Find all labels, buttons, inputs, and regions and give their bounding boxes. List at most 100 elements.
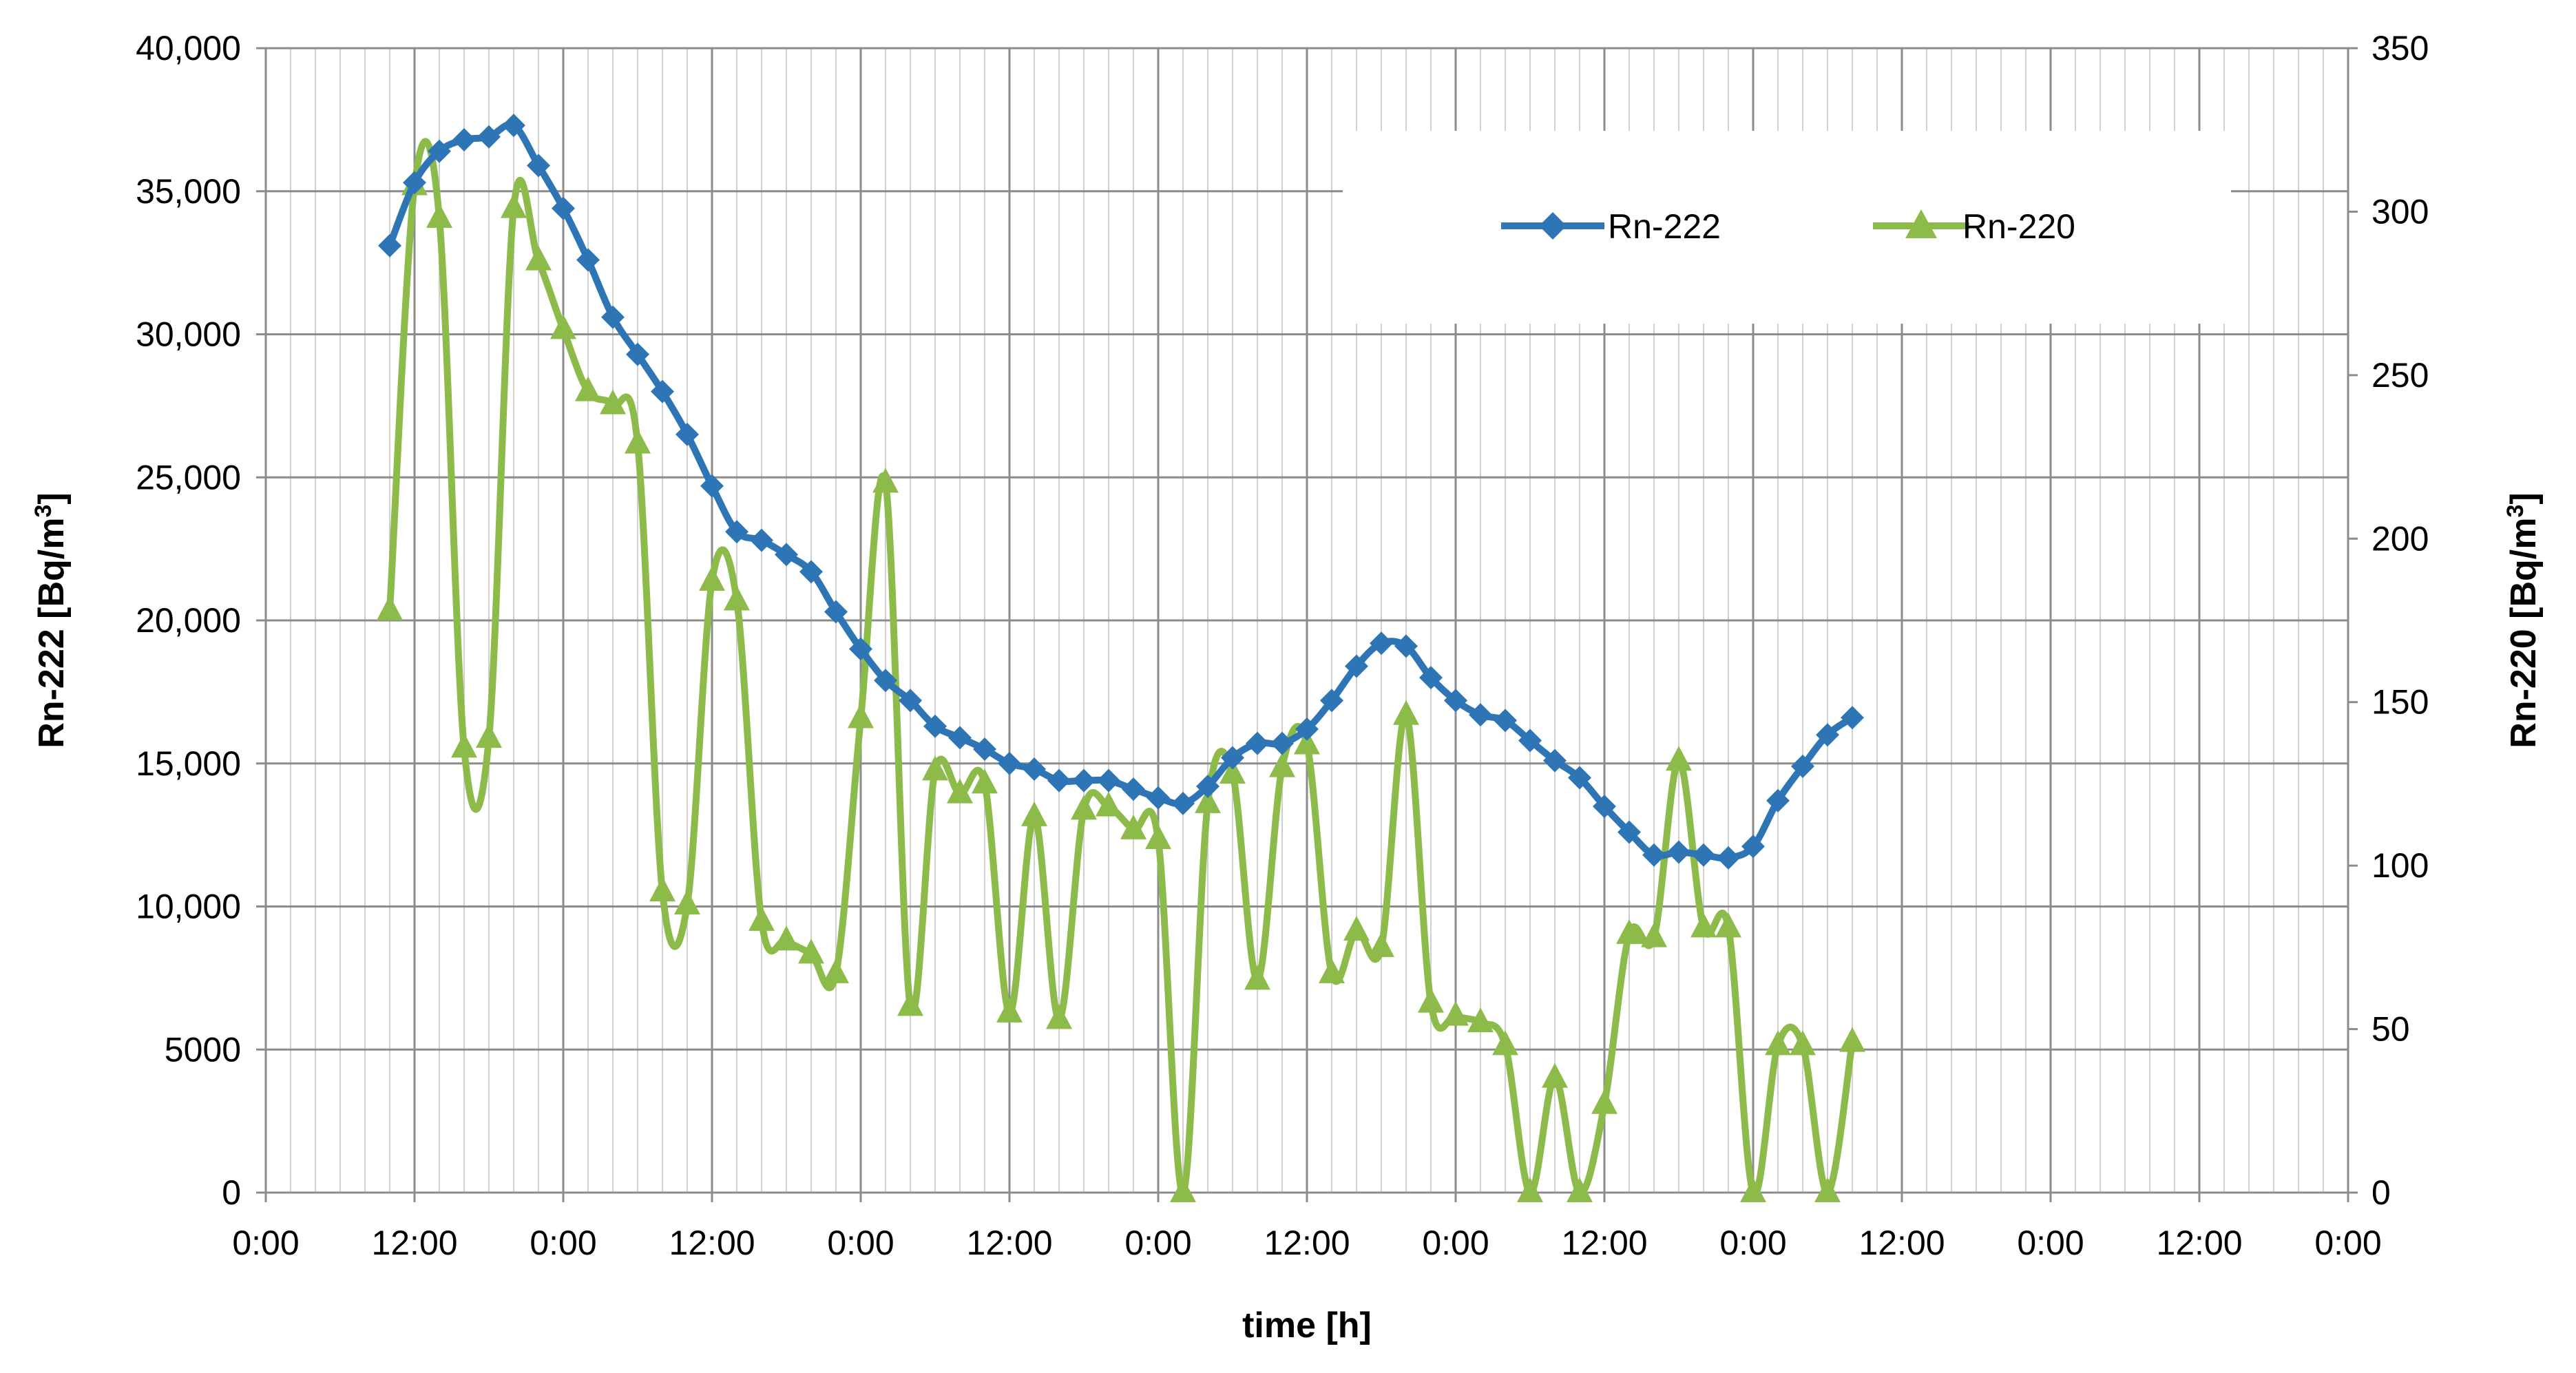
data-point-rn-220 <box>625 428 651 454</box>
data-point-rn-222 <box>1791 754 1814 778</box>
data-point-rn-222 <box>899 689 922 713</box>
data-point-rn-220 <box>972 768 998 794</box>
x-tick-label: 12:00 <box>1858 1224 1945 1262</box>
data-point-rn-222 <box>1469 703 1492 727</box>
data-point-rn-222 <box>1816 723 1839 747</box>
data-point-rn-220 <box>1046 1004 1072 1029</box>
y-axis-title: Rn-222 [Bq/m3] <box>30 492 72 748</box>
data-point-rn-220 <box>1145 824 1171 850</box>
data-point-rn-222 <box>1692 843 1715 867</box>
x-tick-label: 0:00 <box>530 1224 596 1262</box>
data-point-rn-222 <box>403 171 426 195</box>
data-point-rn-222 <box>452 127 476 151</box>
data-point-rn-220 <box>947 778 973 804</box>
data-point-rn-220 <box>897 991 923 1016</box>
data-point-rn-220 <box>1690 912 1717 938</box>
data-point-rn-222 <box>1419 666 1443 690</box>
legend-box <box>1343 131 2231 324</box>
x-tick-label: 12:00 <box>966 1224 1052 1262</box>
y2-tick-label: 300 <box>2371 192 2429 231</box>
data-point-rn-222 <box>502 114 525 138</box>
y2-tick-label: 200 <box>2371 519 2429 558</box>
data-point-rn-220 <box>600 389 626 415</box>
y-tick-label: 40,000 <box>136 29 241 67</box>
y2-tick-label: 150 <box>2371 683 2429 722</box>
diamond-marker-icon <box>1539 212 1567 240</box>
data-point-rn-220 <box>1641 922 1667 947</box>
data-point-rn-220 <box>674 890 700 915</box>
data-point-rn-222 <box>1494 709 1517 733</box>
data-point-rn-220 <box>1467 1007 1494 1033</box>
legend-label-rn-220: Rn-220 <box>1962 207 2075 246</box>
data-point-rn-220 <box>1120 814 1146 839</box>
data-point-rn-220 <box>699 566 725 591</box>
data-point-rn-222 <box>923 714 947 738</box>
data-point-rn-222 <box>1370 631 1393 656</box>
data-point-rn-222 <box>973 737 996 761</box>
x-tick-label: 0:00 <box>1719 1224 1786 1262</box>
data-point-rn-220 <box>1368 932 1394 957</box>
data-point-rn-222 <box>1345 654 1368 678</box>
data-point-rn-220 <box>426 202 452 228</box>
data-point-rn-220 <box>476 722 502 748</box>
data-point-rn-222 <box>1642 843 1666 867</box>
data-point-rn-220 <box>1715 912 1741 938</box>
data-point-rn-222 <box>874 669 897 693</box>
data-point-rn-220 <box>501 193 527 218</box>
data-point-rn-220 <box>1443 1000 1469 1026</box>
data-point-rn-220 <box>823 958 849 983</box>
x-tick-label: 12:00 <box>371 1224 457 1262</box>
data-point-rn-220 <box>1418 987 1444 1013</box>
data-point-rn-220 <box>1244 965 1270 990</box>
data-point-rn-220 <box>1616 919 1642 944</box>
data-point-rn-222 <box>378 233 401 258</box>
data-point-rn-220 <box>649 877 676 902</box>
data-point-rn-222 <box>676 422 699 446</box>
data-point-rn-222 <box>1741 835 1765 859</box>
data-point-rn-222 <box>1617 820 1641 844</box>
data-point-rn-222 <box>1146 786 1170 810</box>
data-point-rn-222 <box>651 379 674 403</box>
data-point-rn-222 <box>527 154 550 178</box>
y-tick-label: 25,000 <box>136 458 241 496</box>
data-point-rn-222 <box>601 305 625 329</box>
data-point-rn-222 <box>1543 748 1567 773</box>
data-point-rn-222 <box>1047 768 1071 793</box>
data-point-rn-222 <box>1023 757 1046 782</box>
data-point-rn-222 <box>725 520 748 544</box>
data-point-rn-222 <box>998 751 1021 775</box>
y2-tick-label: 350 <box>2371 29 2429 67</box>
data-point-rn-222 <box>1568 766 1591 790</box>
data-point-rn-222 <box>1444 689 1467 713</box>
data-point-rn-220 <box>748 905 775 931</box>
data-point-rn-220 <box>451 733 477 758</box>
data-point-rn-222 <box>1122 777 1145 801</box>
data-point-rn-222 <box>1221 746 1244 770</box>
data-point-rn-220 <box>1269 752 1295 777</box>
x-tick-label: 0:00 <box>827 1224 894 1262</box>
data-point-rn-222 <box>1320 689 1343 713</box>
data-point-rn-222 <box>1593 795 1616 819</box>
data-point-rn-220 <box>1294 729 1320 755</box>
data-point-rn-222 <box>1295 717 1319 741</box>
x-tick-label: 0:00 <box>1124 1224 1191 1262</box>
data-point-rn-220 <box>525 245 552 271</box>
data-point-rn-222 <box>1171 791 1195 815</box>
data-point-rn-222 <box>1518 729 1542 753</box>
data-point-rn-220 <box>1765 1030 1791 1056</box>
y2-tick-label: 0 <box>2371 1173 2391 1212</box>
data-point-rn-220 <box>724 585 750 611</box>
legend: Rn-222 Rn-220 <box>1343 131 2231 324</box>
data-point-rn-222 <box>700 474 724 498</box>
data-point-rn-220 <box>1170 1177 1196 1202</box>
triangle-marker-icon <box>1905 209 1937 238</box>
plot-frame <box>264 47 2349 1194</box>
data-point-rn-220 <box>1071 795 1097 820</box>
x-tick-label: 0:00 <box>2017 1224 2084 1262</box>
data-point-rn-222 <box>1766 788 1790 813</box>
data-point-rn-222 <box>1246 731 1269 755</box>
data-point-rn-220 <box>1195 788 1221 813</box>
y-tick-label: 30,000 <box>136 315 241 354</box>
